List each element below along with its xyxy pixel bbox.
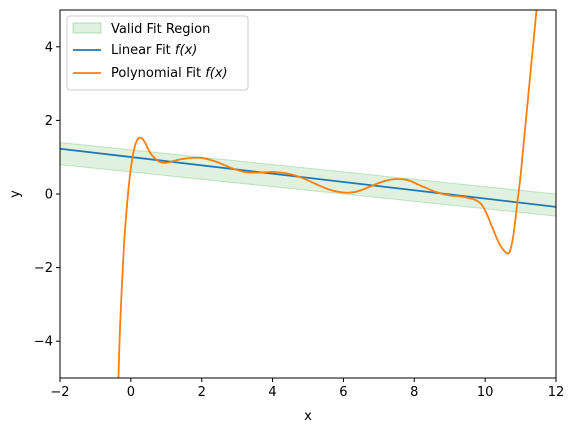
y-axis-label: y xyxy=(8,190,23,198)
linear-fit-line xyxy=(60,147,556,208)
y-tick-label: −4 xyxy=(34,335,53,350)
y-tick-label: 0 xyxy=(45,188,53,203)
legend-label-linear: Linear Fit f(x) xyxy=(111,43,197,58)
legend: Valid Fit Region Linear Fit f(x) Polynom… xyxy=(66,15,249,91)
x-tick-label: 12 xyxy=(548,385,565,400)
polynomial-fit-line xyxy=(117,10,538,378)
valid-fit-region-band xyxy=(60,141,556,217)
x-tick-label: 8 xyxy=(410,385,418,400)
legend-label-band: Valid Fit Region xyxy=(111,22,210,37)
x-tick-label: 6 xyxy=(339,385,347,400)
y-tick-label: 4 xyxy=(45,40,53,55)
legend-swatch-band xyxy=(72,22,102,34)
legend-label-poly: Polynomial Fit f(x) xyxy=(111,66,228,81)
x-tick-label: 2 xyxy=(198,385,206,400)
x-tick-label: 10 xyxy=(477,385,494,400)
y-tick-label: −2 xyxy=(34,261,53,276)
x-axis-label: x xyxy=(304,409,312,424)
x-tick-label: 4 xyxy=(268,385,276,400)
x-tick-label: −2 xyxy=(50,385,69,400)
x-tick-label: 0 xyxy=(127,385,135,400)
legend-box xyxy=(66,15,249,91)
y-tick-label: 2 xyxy=(45,114,53,129)
